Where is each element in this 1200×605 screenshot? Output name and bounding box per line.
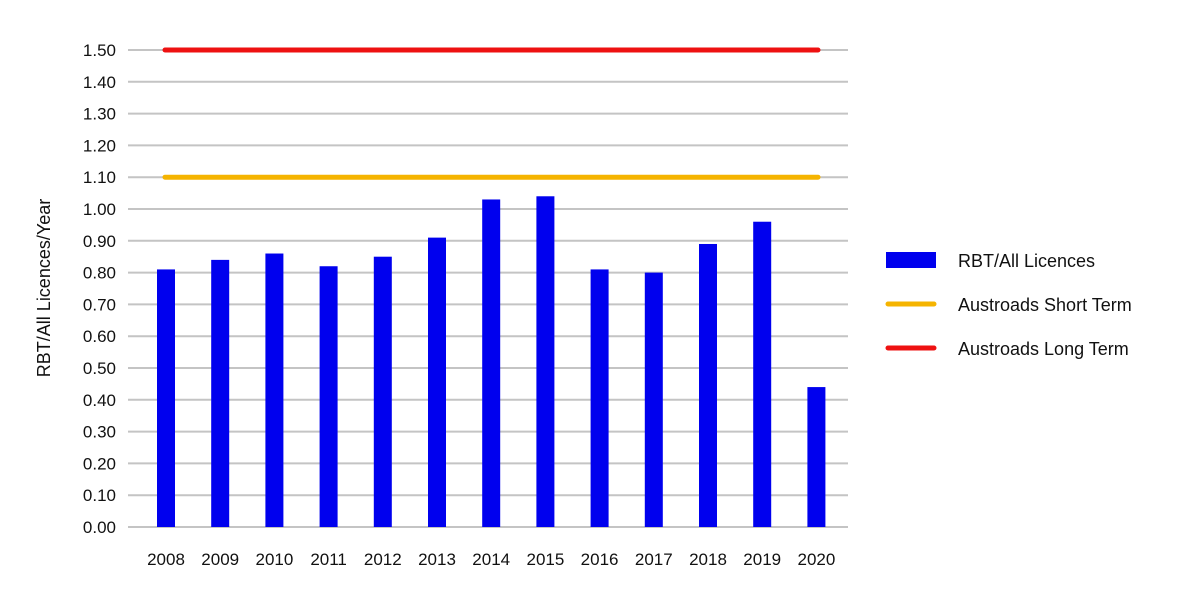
y-tick-label: 0.30 <box>83 423 116 442</box>
legend: RBT/All Licences Austroads Short Term Aust… <box>885 251 1132 359</box>
bar <box>373 256 392 527</box>
y-tick-label: 1.50 <box>83 41 116 60</box>
x-tick-label: 2013 <box>418 550 456 569</box>
x-tick-label: 2011 <box>310 550 347 569</box>
y-tick-label: 0.90 <box>83 232 116 251</box>
legend-label: RBT/All Licences <box>958 251 1095 271</box>
y-tick-label: 1.10 <box>83 168 116 187</box>
x-tick-label: 2008 <box>147 550 185 569</box>
y-axis-ticks: 0.00 0.10 0.20 0.30 0.40 0.50 0.60 0.70 0.80 0.90… <box>83 41 116 537</box>
bar <box>644 272 663 527</box>
x-tick-label: 2014 <box>472 550 510 569</box>
bar <box>319 266 338 527</box>
y-tick-label: 0.80 <box>83 264 116 283</box>
x-tick-label: 2010 <box>255 550 293 569</box>
x-tick-label: 2019 <box>743 550 781 569</box>
legend-swatch <box>886 252 936 268</box>
legend-label: Austroads Short Term <box>958 295 1132 315</box>
bar <box>265 253 284 527</box>
bar <box>590 269 609 527</box>
y-tick-label: 0.60 <box>83 327 116 346</box>
bar <box>482 199 501 527</box>
x-tick-label: 2015 <box>526 550 564 569</box>
y-tick-label: 1.30 <box>83 105 116 124</box>
y-tick-label: 0.70 <box>83 295 116 314</box>
bar <box>753 221 772 527</box>
bar <box>536 196 555 527</box>
y-tick-label: 1.00 <box>83 200 116 219</box>
reference-lines <box>162 47 821 180</box>
x-tick-label: 2016 <box>581 550 619 569</box>
y-tick-label: 0.10 <box>83 486 116 505</box>
y-tick-label: 0.40 <box>83 391 116 410</box>
bar <box>807 387 826 527</box>
bar <box>157 269 175 527</box>
x-tick-label: 2020 <box>797 550 835 569</box>
x-tick-label: 2017 <box>635 550 673 569</box>
x-axis-ticks: 2008 2009 2010 2011 2012 2013 2014 2015 2016 2017… <box>147 550 835 569</box>
bars <box>157 196 826 528</box>
legend-label: Austroads Long Term <box>958 339 1129 359</box>
y-tick-label: 0.20 <box>83 454 116 473</box>
bar <box>211 259 230 527</box>
x-tick-label: 2009 <box>201 550 239 569</box>
y-tick-label: 1.40 <box>83 73 116 92</box>
y-tick-label: 0.00 <box>83 518 116 537</box>
x-tick-label: 2018 <box>689 550 727 569</box>
bar <box>699 243 717 528</box>
x-tick-label: 2012 <box>364 550 402 569</box>
bar <box>428 237 446 527</box>
y-tick-label: 0.50 <box>83 359 116 378</box>
y-axis-label: RBT/All Licences/Year <box>34 199 54 377</box>
y-tick-label: 1.20 <box>83 136 116 155</box>
